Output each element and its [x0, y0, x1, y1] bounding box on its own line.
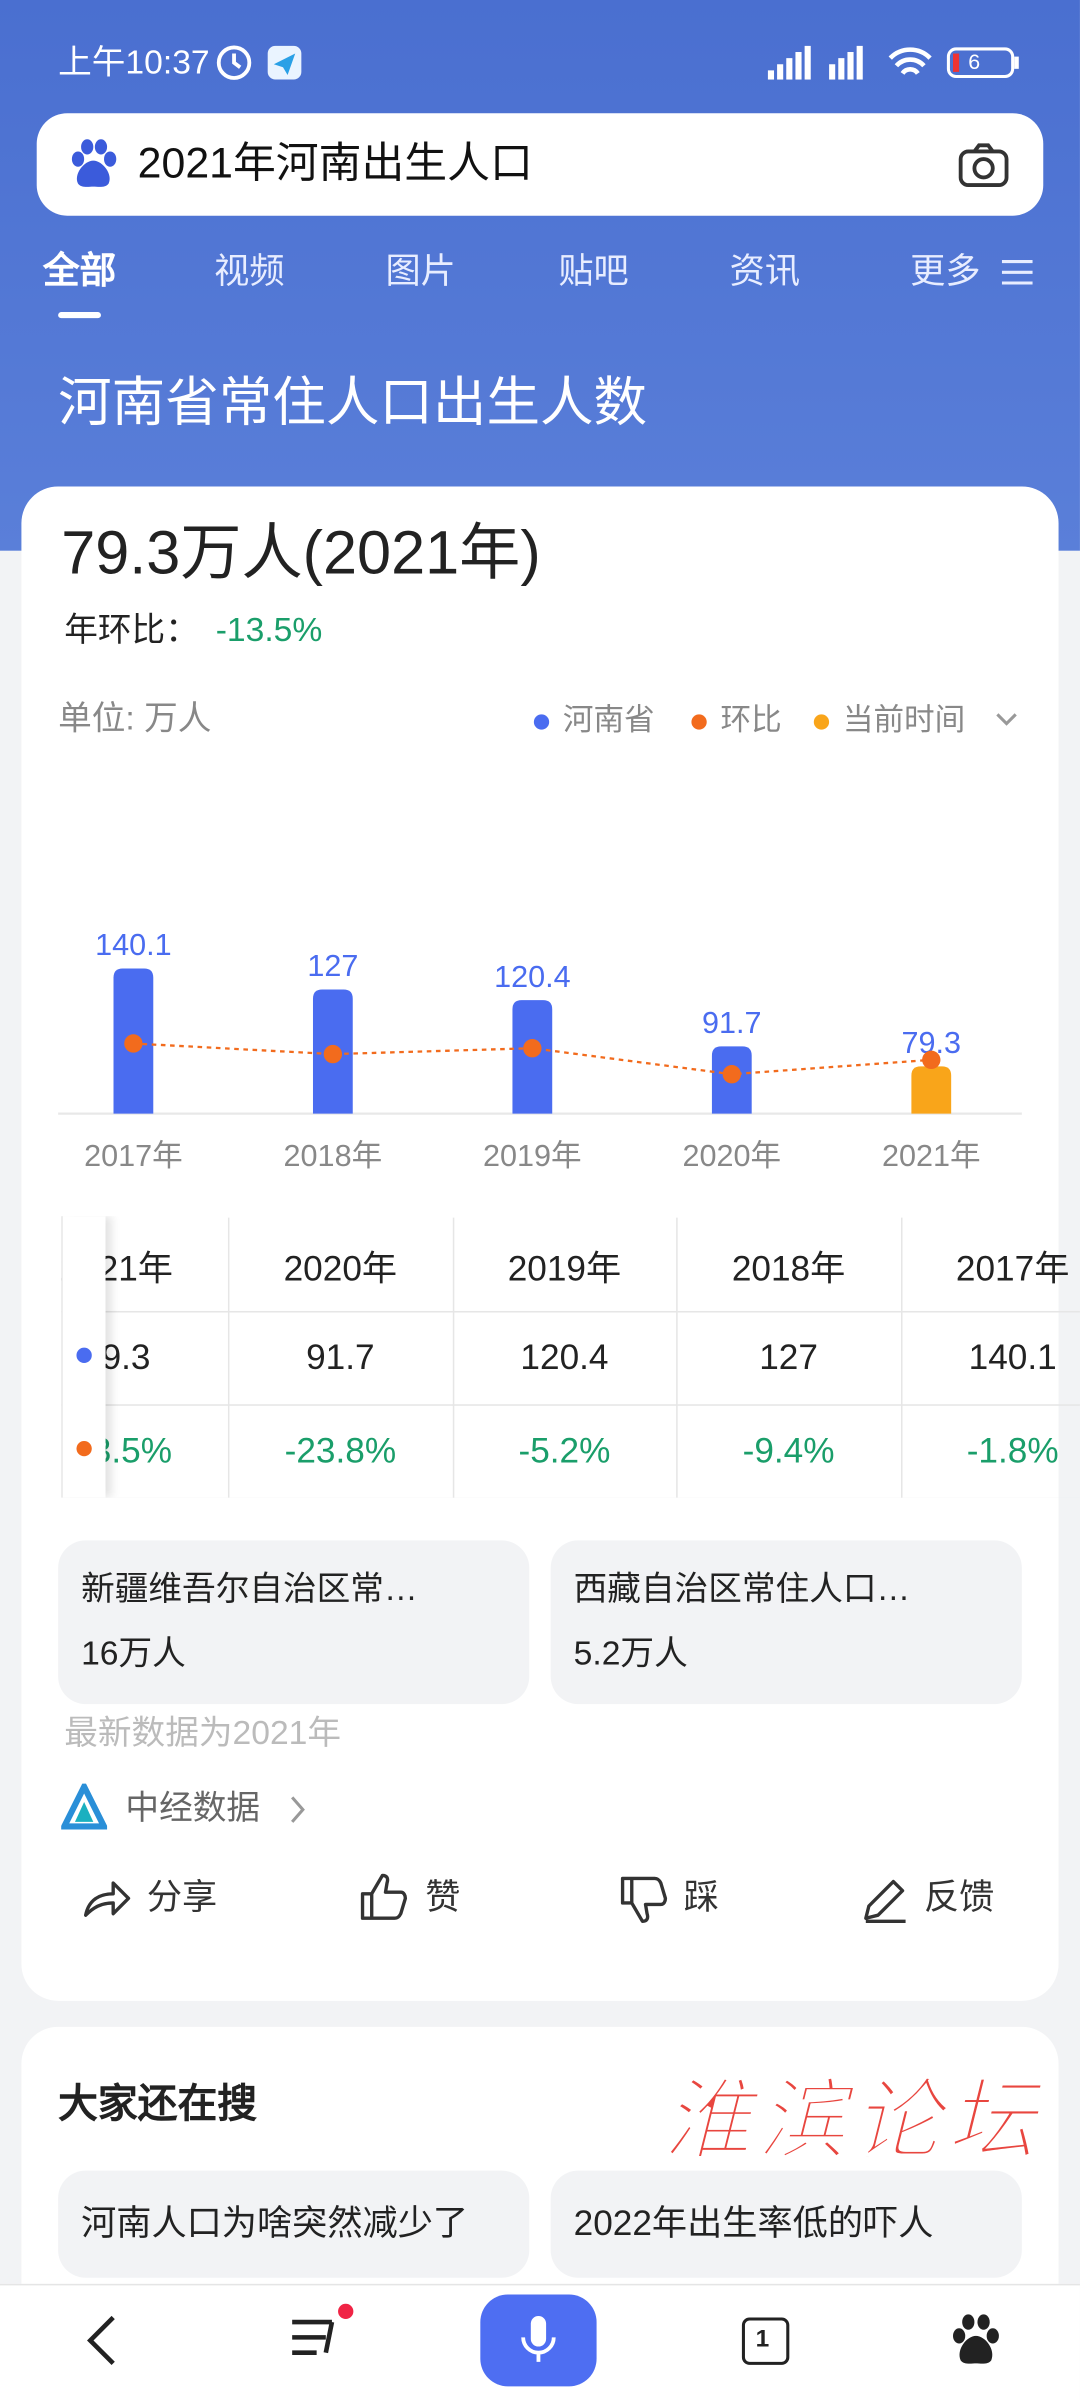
headline: 79.3万人(2021年)	[61, 520, 541, 588]
ratio-point	[523, 1039, 542, 1058]
dislike-icon[interactable]	[618, 1875, 670, 1924]
change-label: 年环比：	[64, 610, 199, 649]
result-heading: 河南省常住人口出生人数	[58, 373, 648, 433]
legend-label: 河南省	[563, 703, 655, 737]
camera-icon[interactable]	[958, 141, 1010, 190]
data-note: 最新数据为2021年	[64, 1713, 342, 1752]
table-legend-column	[61, 1216, 106, 1498]
suggestion[interactable]	[550, 2170, 1022, 2278]
tabs-button[interactable]	[741, 2317, 790, 2365]
tab[interactable]: 图片	[385, 250, 456, 291]
header-background	[0, 0, 1080, 551]
tab-indicator	[58, 312, 101, 319]
share-icon[interactable]	[80, 1875, 132, 1921]
legend-label: 环比	[720, 703, 781, 737]
tab[interactable]: 更多	[910, 250, 981, 291]
baidu-home[interactable]	[948, 2313, 1003, 2368]
action-dislike[interactable]: 踩	[683, 1876, 719, 1917]
action-share[interactable]: 分享	[146, 1876, 218, 1917]
table-cell: 2018年	[676, 1217, 902, 1313]
suggestion-text[interactable]: 河南人口为啥突然减少了	[81, 2202, 469, 2243]
menu-icon[interactable]	[1000, 257, 1034, 288]
tab[interactable]: 视频	[214, 250, 285, 291]
mic-icon	[521, 2315, 556, 2362]
tab[interactable]: 资讯	[729, 250, 801, 291]
table-legend-dot	[76, 1440, 92, 1457]
search-query[interactable]: 2021年河南出生人口	[137, 139, 533, 187]
legend-marker	[813, 714, 830, 730]
chevron	[291, 1796, 305, 1823]
bar-value-label: 91.7	[702, 1006, 762, 1040]
related-value: 16万人	[81, 1633, 186, 1672]
feedback-icon[interactable]	[860, 1875, 909, 1924]
search-box[interactable]	[36, 113, 1044, 216]
status-signal	[767, 45, 1019, 80]
table-cell: -1.8%	[901, 1404, 1080, 1497]
legend-label: 当前时间	[843, 703, 965, 737]
table-cell: 2020年	[228, 1217, 454, 1313]
related-title[interactable]: 新疆维吾尔自治区常…	[81, 1569, 418, 1608]
feed-button[interactable]	[288, 2301, 358, 2371]
legend-toggle	[996, 713, 1017, 726]
result-card	[21, 486, 1059, 2001]
ratio-point	[323, 1044, 343, 1064]
x-tick-label: 2021年	[882, 1139, 981, 1173]
table-legend-dot	[76, 1347, 92, 1363]
x-tick-label: 2020年	[683, 1139, 782, 1173]
status-icons	[216, 45, 302, 80]
ratio-point	[722, 1065, 741, 1084]
table-cell: 120.4	[452, 1310, 678, 1406]
watermark: 淮滨论坛	[662, 2071, 1042, 2171]
related-value: 5.2万人	[573, 1633, 688, 1672]
x-tick-label: 2018年	[284, 1139, 383, 1173]
chart: 河南省 环比 当前时间 140.1 2017年 127 2018年 120.4 2019年 91.…	[58, 703, 1022, 1173]
bar-value-label: 120.4	[494, 960, 571, 994]
tab[interactable]: 贴吧	[558, 250, 629, 291]
ratio-point	[124, 1034, 143, 1053]
chart-unit: 单位: 万人	[58, 699, 212, 738]
legend-marker	[691, 714, 707, 730]
table-cell: 2019年	[452, 1217, 678, 1313]
like-icon[interactable]	[358, 1872, 410, 1921]
data-table[interactable]: 2021年 79.3 -13.5% 2020年 91.7 -23.8% 2019年 120.4…	[61, 1216, 1080, 1498]
action-like[interactable]: 赞	[425, 1876, 461, 1917]
source-logo	[61, 1783, 108, 1830]
table-cell: -5.2%	[453, 1404, 678, 1498]
back-button[interactable]	[80, 2313, 123, 2368]
battery-level: 6	[968, 48, 981, 74]
bar-value-label: 140.1	[95, 928, 172, 962]
also-search-title: 大家还在搜	[58, 2080, 258, 2127]
table-cell: -9.4%	[677, 1404, 902, 1498]
source-link[interactable]: 中经数据	[125, 1788, 261, 1827]
legend-marker	[533, 714, 550, 730]
bar-value-label: 127	[307, 949, 358, 983]
related-card[interactable]	[58, 1540, 530, 1705]
ratio-point	[922, 1050, 941, 1070]
change-value: -13.5%	[215, 610, 323, 649]
status-time: 上午10:37	[58, 42, 210, 82]
table-cell: 140.1	[900, 1311, 1080, 1406]
related-card[interactable]	[550, 1540, 1022, 1705]
action-feedback[interactable]: 反馈	[923, 1876, 995, 1917]
table-cell: 91.7	[228, 1310, 454, 1406]
table-cell: 2017年	[900, 1218, 1080, 1313]
table-cell: 127	[676, 1310, 902, 1406]
suggestion-text[interactable]: 2022年出生率低的吓人	[573, 2202, 934, 2243]
bar	[911, 1066, 952, 1114]
tab-count: 1	[755, 2326, 770, 2353]
table-cell: -23.8%	[229, 1404, 454, 1498]
suggestion[interactable]	[58, 2170, 530, 2278]
tab[interactable]: 全部	[42, 250, 117, 293]
baidu-logo	[71, 139, 117, 187]
x-tick-label: 2017年	[84, 1139, 183, 1173]
related-title[interactable]: 西藏自治区常住人口…	[573, 1569, 911, 1608]
x-tick-label: 2019年	[483, 1139, 582, 1173]
